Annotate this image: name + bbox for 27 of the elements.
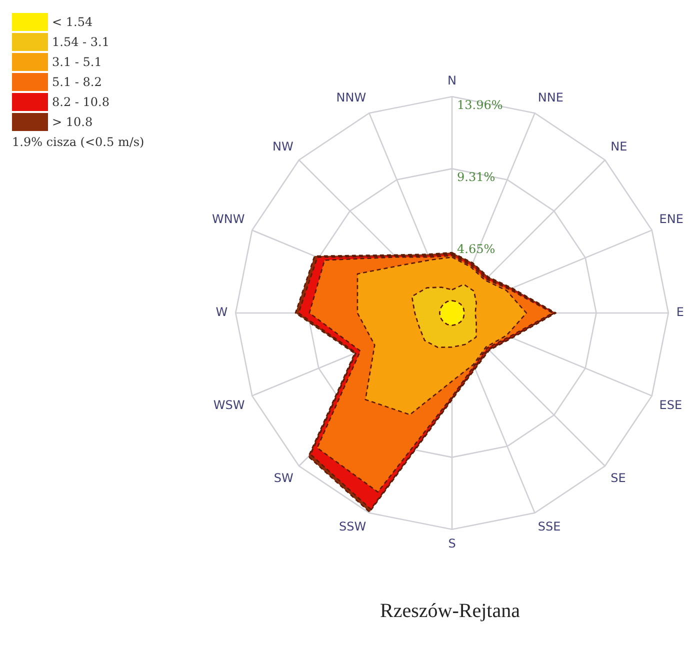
legend-label: 5.1 - 8.2: [52, 75, 102, 89]
spoke-label: SE: [610, 470, 626, 485]
spoke-label: ENE: [659, 212, 684, 226]
legend-label: 3.1 - 5.1: [52, 55, 102, 69]
text: Rzeszów-Rejtana: [379, 600, 521, 623]
spoke-label: SW: [274, 470, 294, 485]
spoke-label: WNW: [212, 212, 245, 226]
spoke-label: SSE: [538, 520, 561, 534]
spoke-label: NNW: [336, 90, 366, 105]
legend-label: 8.2 - 10.8: [52, 95, 110, 109]
spoke-label: S: [448, 536, 456, 551]
spoke-label: NE: [610, 139, 628, 154]
spoke-label: E: [676, 305, 684, 320]
y-tick-label: 9.31%: [457, 170, 496, 184]
spoke-label: ESE: [659, 398, 682, 412]
y-tick-label: 13.96%: [457, 98, 503, 112]
spoke-label: SSW: [339, 520, 366, 534]
spoke-label: N: [448, 74, 456, 88]
spoke-label: W: [216, 305, 228, 320]
legend-label: > 10.8: [52, 115, 93, 129]
spoke-label: WSW: [213, 398, 245, 412]
spoke-label: NNE: [538, 90, 564, 105]
text: 1.9% cisza (<0.5 m/s): [12, 135, 144, 149]
legend-label: 1.54 - 3.1: [52, 35, 110, 49]
y-tick-label: 4.65%: [457, 242, 496, 256]
spoke-label: NW: [272, 139, 294, 154]
legend-label: < 1.54: [52, 15, 93, 29]
